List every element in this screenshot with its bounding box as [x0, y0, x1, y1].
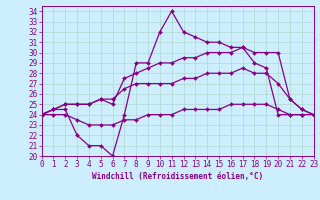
X-axis label: Windchill (Refroidissement éolien,°C): Windchill (Refroidissement éolien,°C) — [92, 172, 263, 181]
